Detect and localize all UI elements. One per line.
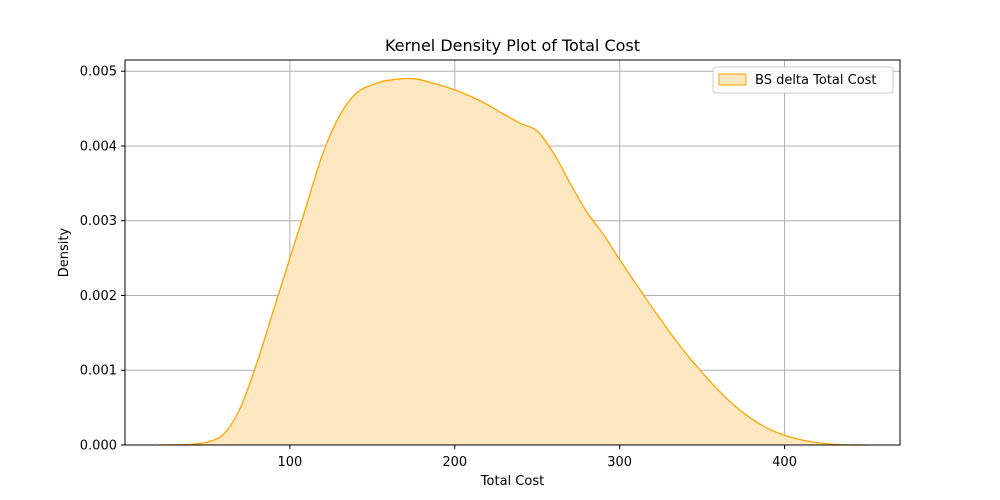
y-tick-label-0: 0.000 xyxy=(80,439,117,454)
y-axis-label: Density xyxy=(57,227,72,277)
area-layer xyxy=(157,77,868,446)
y-tick-label-4: 0.004 xyxy=(80,139,117,154)
y-tick-label-1: 0.001 xyxy=(80,364,117,379)
legend-box xyxy=(712,66,894,94)
x-axis-label: Total Cost xyxy=(480,474,544,489)
x-tick-label-2: 300 xyxy=(607,455,632,470)
x-tick-label-0: 100 xyxy=(277,455,302,470)
legend[interactable]: BS delta Total Cost xyxy=(712,66,894,94)
plot-frame xyxy=(124,59,901,446)
y-tick-label-3: 0.003 xyxy=(80,214,117,229)
y-tick-label-2: 0.002 xyxy=(80,289,117,304)
y-tick-label-5: 0.005 xyxy=(80,65,117,80)
series-line-0 xyxy=(157,77,868,446)
legend-swatch xyxy=(718,73,747,86)
legend-label: BS delta Total Cost xyxy=(755,73,877,88)
x-tick-label-1: 200 xyxy=(442,455,467,470)
ticks-layer: 100 200 300 400 0.000 0.001 0.002 0.003 0.004 0.0… xyxy=(80,65,797,470)
axes-layer xyxy=(124,59,901,446)
chart-title: Kernel Density Plot of Total Cost xyxy=(385,36,640,55)
series-fill-0 xyxy=(157,78,868,446)
x-tick-label-3: 400 xyxy=(772,455,797,470)
